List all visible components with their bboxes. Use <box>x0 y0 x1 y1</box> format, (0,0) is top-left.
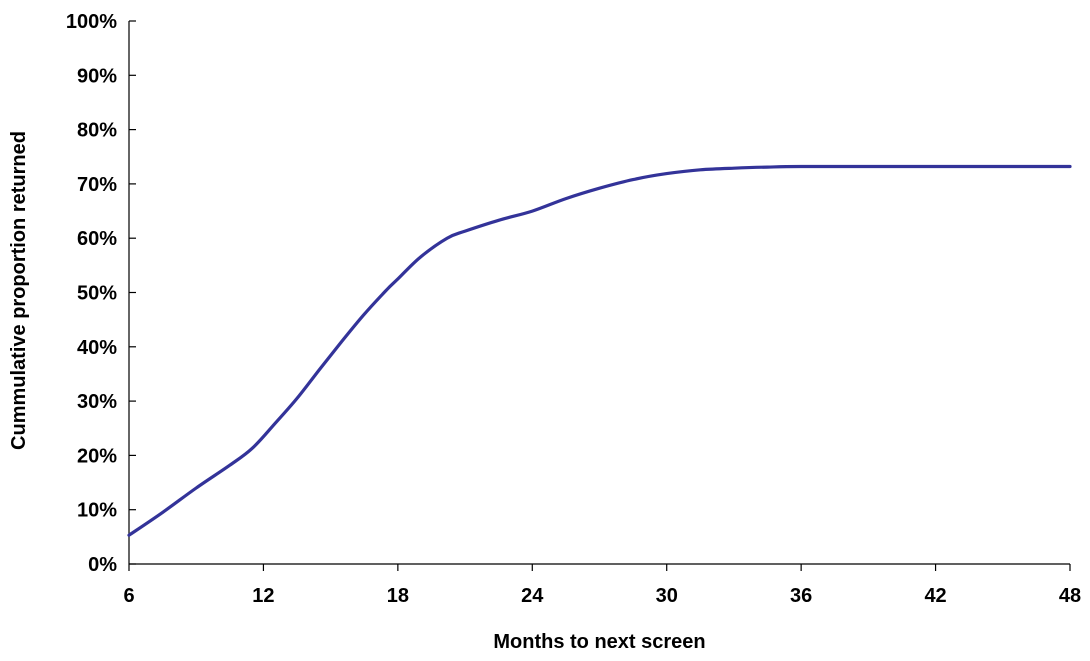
y-tick-label: 80% <box>77 120 117 142</box>
x-tick-label: 24 <box>521 585 544 607</box>
x-tick-label: 42 <box>924 585 946 607</box>
y-tick-label: 100% <box>66 11 117 33</box>
x-tick-label: 6 <box>123 585 134 607</box>
y-tick-label: 70% <box>77 174 117 196</box>
y-tick-label: 40% <box>77 337 117 359</box>
y-tick-label: 30% <box>77 391 117 413</box>
y-axis: 0% 10% 20% 30% 40% 50% 60% 70% 80% 90% 100% <box>66 11 136 576</box>
y-tick-label: 60% <box>77 228 117 250</box>
x-tick-label: 12 <box>252 585 274 607</box>
y-tick-label: 90% <box>77 65 117 87</box>
x-axis: 6 12 18 24 30 36 42 48 <box>123 563 1081 607</box>
series-group <box>127 164 1072 537</box>
y-tick-label: 50% <box>77 283 117 305</box>
x-tick-label: 30 <box>656 585 678 607</box>
x-tick-label: 48 <box>1059 585 1081 607</box>
x-tick-label: 18 <box>387 585 409 607</box>
y-tick-label: 20% <box>77 445 117 467</box>
y-axis-title: Cummulative proportion returned <box>8 131 30 450</box>
y-tick-label: 10% <box>77 500 117 522</box>
x-axis-title: Months to next screen <box>493 631 705 653</box>
y-tick-label: 0% <box>88 554 117 576</box>
x-tick-label: 36 <box>790 585 812 607</box>
series-line <box>127 164 1072 537</box>
